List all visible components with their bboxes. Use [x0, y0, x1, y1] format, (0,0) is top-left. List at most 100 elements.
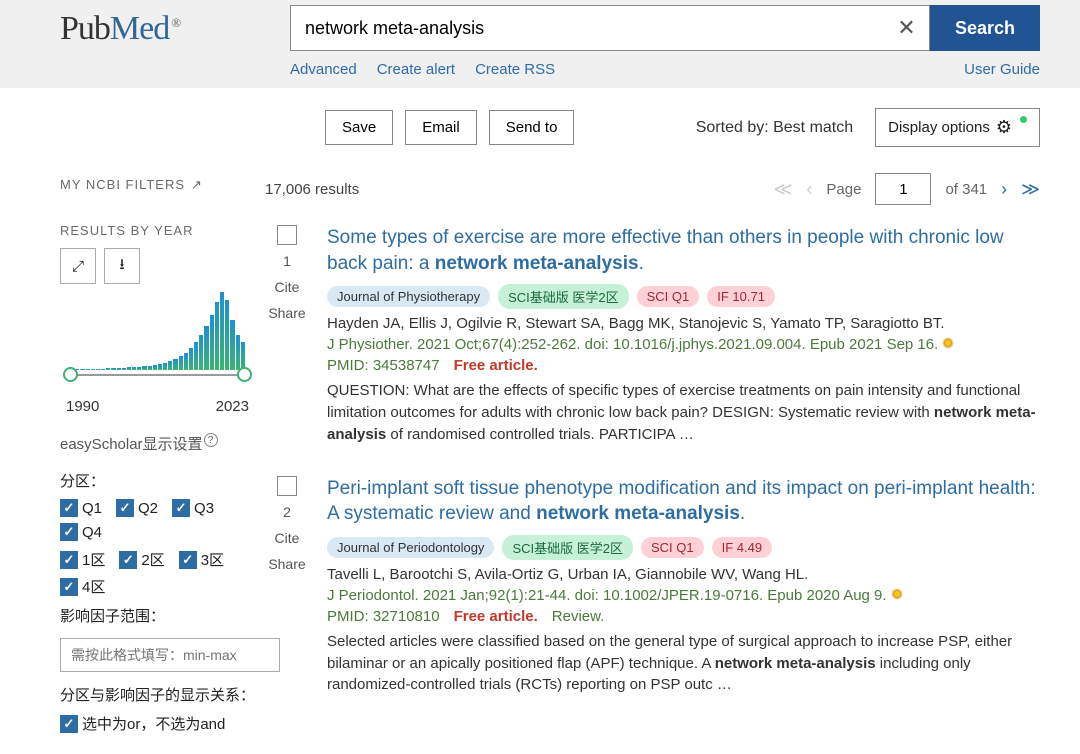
histogram-bar[interactable]	[230, 320, 234, 370]
results-by-year-label: RESULTS BY YEAR	[60, 223, 255, 238]
authors: Tavelli L, Barootchi S, Avila-Ortiz G, U…	[327, 566, 1040, 583]
histogram-bar[interactable]	[173, 359, 177, 370]
result-item: 2CiteSharePeri-implant soft tissue pheno…	[265, 476, 1040, 697]
histogram-bar[interactable]	[199, 335, 203, 370]
histogram-bar[interactable]	[236, 335, 240, 370]
histogram-bar[interactable]	[96, 369, 100, 370]
result-checkbox[interactable]	[277, 225, 297, 245]
expand-icon[interactable]: ⤢	[60, 248, 96, 284]
easyscholar-settings[interactable]: easyScholar显示设置?	[60, 433, 255, 454]
share-link[interactable]: Share	[268, 305, 305, 321]
first-page-icon[interactable]: ≪	[774, 179, 793, 200]
snippet: QUESTION: What are the effects of specif…	[327, 380, 1040, 445]
histogram-bar[interactable]	[148, 366, 152, 370]
histogram-bar[interactable]	[101, 369, 105, 370]
histogram-bar[interactable]	[117, 368, 121, 370]
cite-link[interactable]: Cite	[275, 530, 300, 546]
slider-handle-left[interactable]	[63, 367, 78, 382]
histogram-bar[interactable]	[163, 363, 167, 370]
quartile-checkbox[interactable]: ✓	[60, 499, 78, 517]
prev-page-icon[interactable]: ‹	[806, 179, 812, 200]
year-histogram[interactable]	[60, 290, 255, 390]
zone-checkbox[interactable]: ✓	[119, 551, 137, 569]
citation: J Physiother. 2021 Oct;67(4):252-262. do…	[327, 336, 1040, 353]
create-alert-link[interactable]: Create alert	[377, 61, 455, 78]
histogram-bar[interactable]	[142, 366, 146, 370]
impact-factor-badge: IF 4.49	[712, 537, 772, 558]
results-panel: 17,006 results ≪ ‹ Page of 341 › ≫ 1Cite…	[265, 157, 1080, 754]
histogram-bar[interactable]	[189, 348, 193, 370]
histogram-bar[interactable]	[111, 368, 115, 370]
sidebar: MY NCBI FILTERS↗ RESULTS BY YEAR ⤢ ⭳ 199…	[0, 157, 265, 754]
search-input[interactable]	[290, 5, 884, 51]
histogram-bar[interactable]	[106, 368, 110, 370]
citation-icon	[889, 588, 905, 600]
sci-badge: SCI基础版 医学2区	[502, 535, 633, 560]
review-label: Review.	[552, 608, 605, 625]
result-title[interactable]: Peri-implant soft tissue phenotype modif…	[327, 476, 1040, 527]
search-button[interactable]: Search	[930, 5, 1040, 51]
result-checkbox[interactable]	[277, 476, 297, 496]
histogram-bar[interactable]	[80, 369, 84, 370]
save-button[interactable]: Save	[325, 110, 393, 145]
histogram-bar[interactable]	[137, 367, 141, 370]
sorted-by-label[interactable]: Sorted by: Best match	[696, 119, 853, 137]
quartile-checkbox[interactable]: ✓	[116, 499, 134, 517]
zone-label: 2区	[141, 549, 164, 570]
zone-checkbox[interactable]: ✓	[60, 578, 78, 596]
my-ncbi-filters[interactable]: MY NCBI FILTERS↗	[60, 177, 255, 193]
histogram-bar[interactable]	[91, 369, 95, 370]
download-icon[interactable]: ⭳	[104, 248, 140, 284]
relation-checkbox[interactable]: ✓	[60, 715, 78, 733]
share-link[interactable]: Share	[268, 556, 305, 572]
histogram-bar[interactable]	[184, 353, 188, 370]
last-page-icon[interactable]: ≫	[1021, 179, 1040, 200]
result-title[interactable]: Some types of exercise are more effectiv…	[327, 225, 1040, 276]
year-to: 2023	[216, 398, 249, 415]
page-input[interactable]	[875, 173, 931, 205]
quartile-checkbox[interactable]: ✓	[172, 499, 190, 517]
sci-badge: SCI基础版 医学2区	[498, 284, 629, 309]
pmid: PMID: 32710810	[327, 608, 440, 625]
quartile-label: Q4	[82, 524, 102, 541]
display-options-button[interactable]: Display options ⚙	[875, 108, 1040, 147]
histogram-bar[interactable]	[204, 326, 208, 370]
create-rss-link[interactable]: Create RSS	[475, 61, 555, 78]
next-page-icon[interactable]: ›	[1001, 179, 1007, 200]
zone-checkbox[interactable]: ✓	[179, 551, 197, 569]
authors: Hayden JA, Ellis J, Ogilvie R, Stewart S…	[327, 315, 1040, 332]
histogram-bar[interactable]	[215, 302, 219, 370]
histogram-bar[interactable]	[168, 361, 172, 370]
histogram-bar[interactable]	[153, 365, 157, 370]
free-article-label: Free article.	[454, 357, 538, 374]
histogram-bar[interactable]	[127, 367, 131, 370]
histogram-bar[interactable]	[241, 342, 245, 370]
relation-label: 分区与影响因子的显示关系：	[60, 684, 255, 705]
histogram-bar[interactable]	[132, 367, 136, 370]
histogram-bar[interactable]	[122, 368, 126, 370]
send-to-button[interactable]: Send to	[489, 110, 575, 145]
quartile-label: Q2	[138, 500, 158, 517]
histogram-bar[interactable]	[86, 369, 90, 370]
histogram-bar[interactable]	[158, 364, 162, 370]
zone-checkbox[interactable]: ✓	[60, 551, 78, 569]
clear-search-icon[interactable]: ✕	[884, 5, 930, 51]
user-guide-link[interactable]: User Guide	[964, 61, 1040, 78]
pubmed-logo[interactable]: PubMed®	[60, 5, 270, 48]
histogram-bar[interactable]	[225, 300, 229, 370]
help-icon: ?	[204, 433, 218, 447]
citation: J Periodontol. 2021 Jan;92(1):21-44. doi…	[327, 587, 1040, 604]
histogram-bar[interactable]	[194, 342, 198, 370]
cite-link[interactable]: Cite	[275, 279, 300, 295]
advanced-link[interactable]: Advanced	[290, 61, 357, 78]
citation-icon	[940, 337, 956, 349]
quartile-label: Q3	[194, 500, 214, 517]
histogram-bar[interactable]	[210, 315, 214, 370]
histogram-bar[interactable]	[179, 356, 183, 370]
impact-factor-input[interactable]	[60, 638, 280, 672]
indicator-dot	[1020, 116, 1027, 123]
email-button[interactable]: Email	[405, 110, 477, 145]
histogram-bar[interactable]	[220, 292, 224, 370]
quartile-checkbox[interactable]: ✓	[60, 523, 78, 541]
slider-handle-right[interactable]	[237, 367, 252, 382]
